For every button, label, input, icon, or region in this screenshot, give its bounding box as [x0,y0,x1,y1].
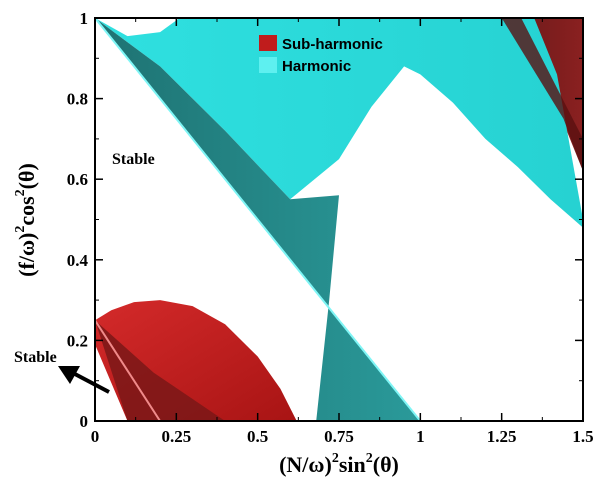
y-tick-label: 0.6 [67,170,88,189]
x-tick-label: 0.25 [161,427,191,446]
stable-label-upper: Stable [112,151,155,168]
y-tick-label: 0.8 [67,90,88,109]
y-tick-label: 1 [80,9,89,28]
x-tick-label: 1.5 [572,427,593,446]
y-tick-label: 0 [80,412,89,431]
x-tick-label: 0.75 [324,427,354,446]
plot-regions [95,18,583,421]
legend-swatch-harmonic [259,57,277,73]
x-tick-label: 0 [91,427,100,446]
legend-label-sub-harmonic: Sub-harmonic [282,36,383,53]
axis-ticks: 0 0.25 0.5 0.75 1 1.25 1.5 0 0.2 0.4 0.6 0.8 1 [67,9,594,446]
x-tick-label: 1 [416,427,425,446]
sub-harmonic-region-2 [504,18,583,172]
sub-harmonic-region-shade [95,320,226,421]
harmonic-highlight [95,18,422,421]
stable-arrow-head [58,366,80,384]
y-axis-title: (f/ω)2cos2(θ) [13,163,39,277]
stable-annotation-lower: Stable [14,349,110,394]
legend-label-harmonic: Harmonic [282,58,351,75]
x-tick-label: 0.5 [247,427,268,446]
harmonic-region-1 [95,18,583,228]
legend: Sub-harmonic Harmonic [259,35,383,75]
stable-arrow-line [72,371,110,394]
stable-label-lower: Stable [14,349,57,366]
x-tick-label: 1.25 [487,427,517,446]
sub-harmonic-highlight [95,319,161,421]
y-tick-label: 0.4 [67,251,89,270]
x-axis-title: (N/ω)2sin2(θ) [279,451,399,477]
y-tick-label: 0.2 [67,331,88,350]
legend-swatch-sub-harmonic [259,35,277,51]
